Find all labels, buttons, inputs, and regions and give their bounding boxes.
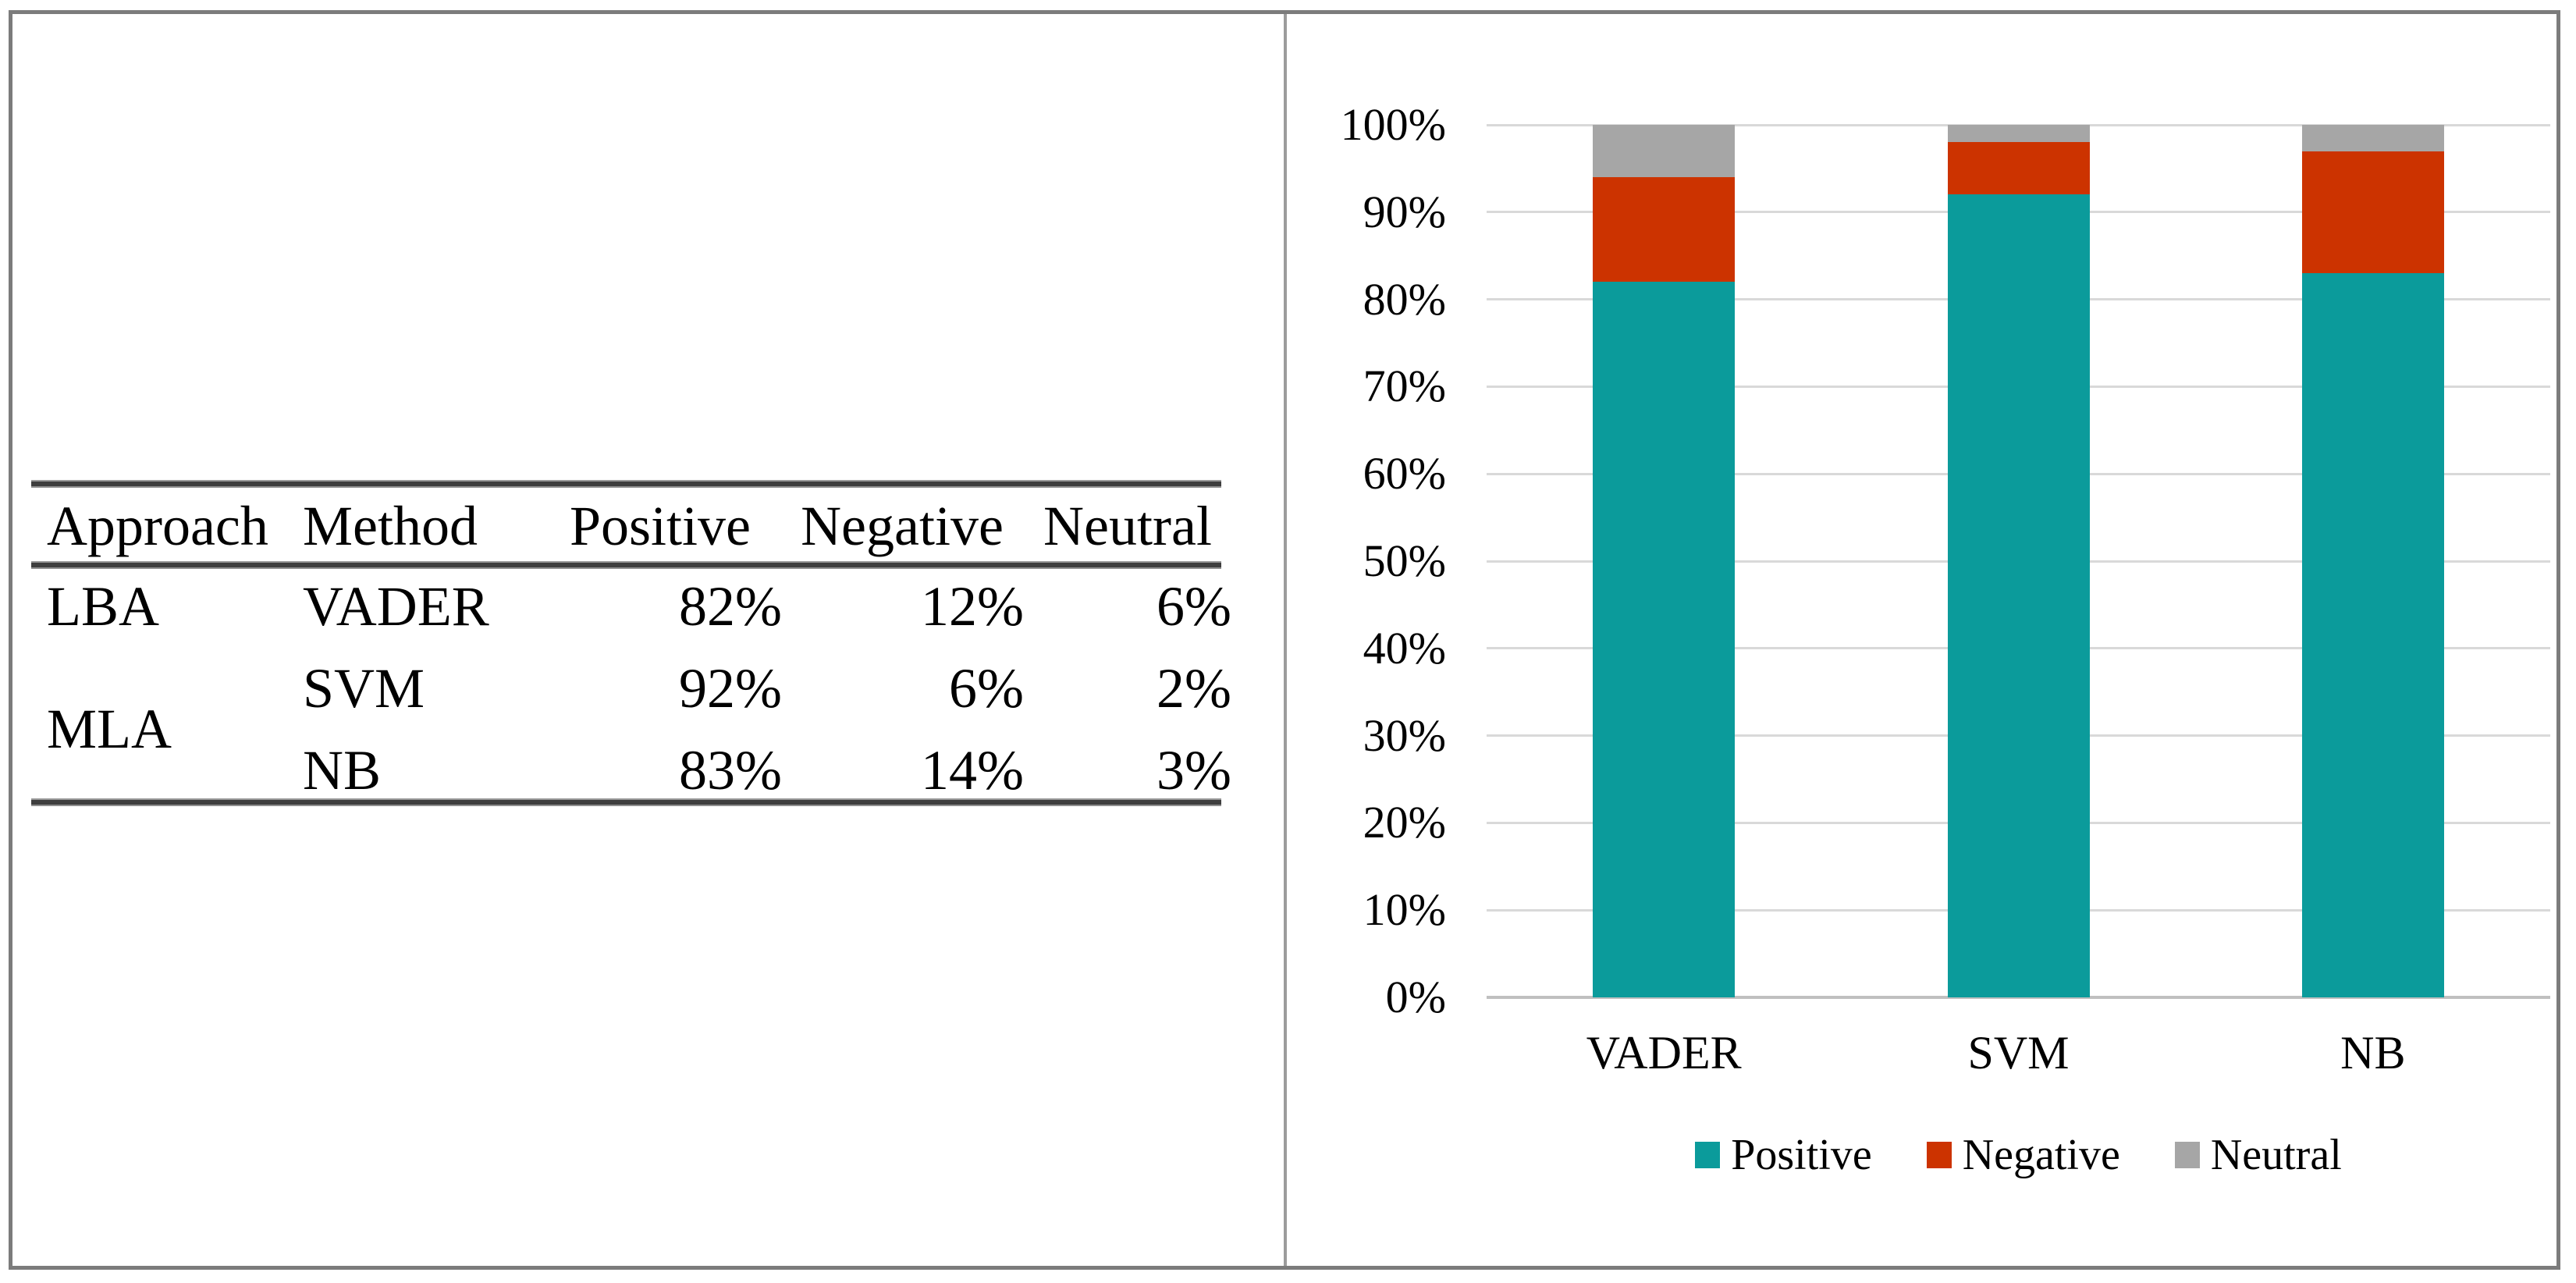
- table-cell-neutral: 2%: [1157, 657, 1231, 720]
- figure-border: [9, 10, 2560, 1270]
- table-header-method: Method: [303, 495, 478, 557]
- table-rule-bottom: [31, 798, 1221, 806]
- legend-item-negative: Negative: [1926, 1130, 2120, 1180]
- table-cell-method: VADER: [303, 575, 489, 638]
- bar-segment-positive: [1593, 282, 1736, 997]
- y-tick-label: 10%: [1363, 884, 1446, 936]
- x-category-label: VADER: [1586, 1027, 1742, 1079]
- legend-swatch-icon: [1695, 1142, 1721, 1168]
- table-cell-negative: 12%: [921, 575, 1024, 638]
- y-tick-label: 70%: [1363, 361, 1446, 412]
- x-category-label: NB: [2340, 1027, 2406, 1079]
- table-cell-positive: 92%: [679, 657, 782, 720]
- legend-label: Negative: [1962, 1131, 2120, 1179]
- y-tick-label: 40%: [1363, 622, 1446, 673]
- y-tick-label: 60%: [1363, 448, 1446, 499]
- bar-segment-negative: [1947, 142, 2090, 195]
- table-header-positive: Positive: [569, 495, 751, 557]
- table-cell-positive: 83%: [679, 739, 782, 801]
- table-cell-approach-mla: MLA: [47, 698, 172, 760]
- table-cell-negative: 14%: [921, 739, 1024, 801]
- legend-swatch-icon: [2174, 1142, 2200, 1168]
- table-header-approach: Approach: [47, 495, 268, 557]
- bar-segment-positive: [1947, 194, 2090, 997]
- legend-swatch-icon: [1926, 1142, 1952, 1168]
- x-axis-line: [1487, 996, 2550, 999]
- table-cell-negative: 6%: [949, 657, 1024, 720]
- bar-segment-negative: [1593, 177, 1736, 283]
- table-header-neutral: Neutral: [1043, 495, 1212, 557]
- table-cell-method: SVM: [303, 657, 425, 720]
- y-tick-label: 50%: [1363, 535, 1446, 586]
- chart-legend: Positive Negative Neutral: [1487, 1122, 2550, 1188]
- table-rule-header: [31, 561, 1221, 569]
- table-cell-neutral: 3%: [1157, 739, 1231, 801]
- table-rule-top: [31, 480, 1221, 488]
- bar-segment-neutral: [1947, 125, 2090, 143]
- bar-segment-neutral: [1593, 125, 1736, 178]
- table-header-negative: Negative: [801, 495, 1004, 557]
- table-cell-neutral: 6%: [1157, 575, 1231, 638]
- legend-item-neutral: Neutral: [2174, 1130, 2342, 1180]
- legend-label: Positive: [1731, 1131, 1872, 1179]
- table-cell-approach-lba: LBA: [47, 575, 159, 638]
- y-tick-label: 80%: [1363, 273, 1446, 325]
- x-category-label: SVM: [1967, 1027, 2070, 1079]
- bar-segment-neutral: [2301, 125, 2444, 151]
- y-tick-label: 0%: [1385, 972, 1446, 1022]
- y-tick-label: 100%: [1340, 99, 1446, 150]
- legend-label: Neutral: [2210, 1131, 2342, 1179]
- table-cell-method: NB: [303, 739, 382, 801]
- y-tick-label: 90%: [1363, 186, 1446, 237]
- legend-item-positive: Positive: [1695, 1130, 1872, 1180]
- y-tick-label: 20%: [1363, 797, 1446, 848]
- bar-segment-positive: [2301, 273, 2444, 997]
- bar-segment-negative: [2301, 151, 2444, 274]
- table-cell-positive: 82%: [679, 575, 782, 638]
- panel-divider: [1284, 14, 1287, 1266]
- y-tick-label: 30%: [1363, 709, 1446, 761]
